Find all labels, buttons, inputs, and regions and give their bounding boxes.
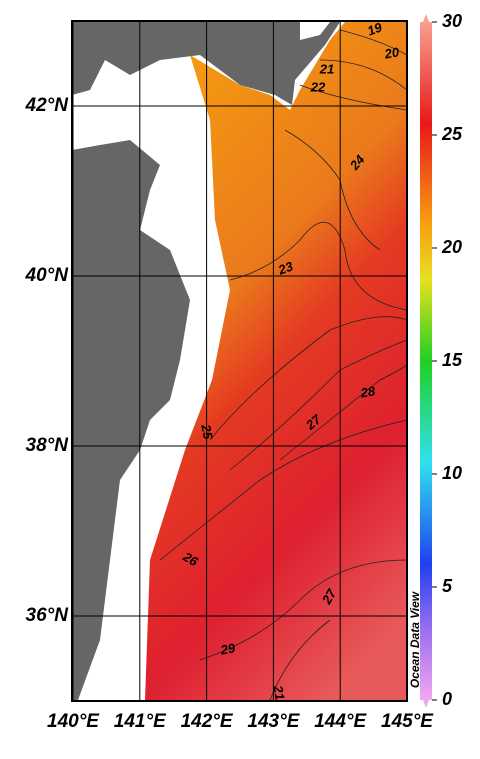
colorbar-tick-label: 15	[442, 350, 463, 370]
contour-label: 28	[358, 383, 377, 401]
x-tick-label: 141°E	[114, 711, 167, 732]
y-tick-label: 38°N	[26, 435, 70, 456]
x-tick-label: 140°E	[47, 711, 100, 732]
contour-label: 29	[218, 640, 237, 658]
y-tick-label: 40°N	[25, 265, 70, 286]
colorbar-tick-label: 30	[442, 11, 462, 31]
colorbar-tick-label: 10	[442, 463, 462, 483]
map-frame	[71, 20, 408, 702]
land-honshu	[72, 140, 190, 700]
x-tick-label: 143°E	[247, 711, 300, 732]
contour-label: 20	[382, 44, 401, 62]
x-tick-label: 145°E	[381, 711, 434, 732]
x-tick-label: 144°E	[314, 711, 367, 732]
contour-label: 26	[180, 548, 202, 569]
y-tick-label: 42°N	[25, 95, 70, 116]
y-tick-label: 36°N	[26, 605, 70, 626]
watermark: Ocean Data View	[408, 591, 422, 688]
contour-label: 25	[198, 422, 216, 441]
colorbar	[420, 22, 432, 700]
colorbar-tick-label: 5	[442, 576, 453, 596]
contour-label: 21	[319, 61, 334, 76]
contour-label: 23	[275, 258, 295, 278]
colorbar-tick-label: 25	[441, 124, 463, 144]
colorbar-tick-label: 20	[441, 237, 462, 257]
contour-label: 19	[365, 19, 384, 38]
ocean-field	[145, 22, 407, 700]
colorbar-tick-label: 0	[442, 689, 452, 709]
x-tick-label: 142°E	[181, 711, 234, 732]
contour-label: 22	[310, 79, 326, 94]
contour-label: 21	[270, 683, 287, 701]
contour-label: 27	[318, 586, 339, 608]
